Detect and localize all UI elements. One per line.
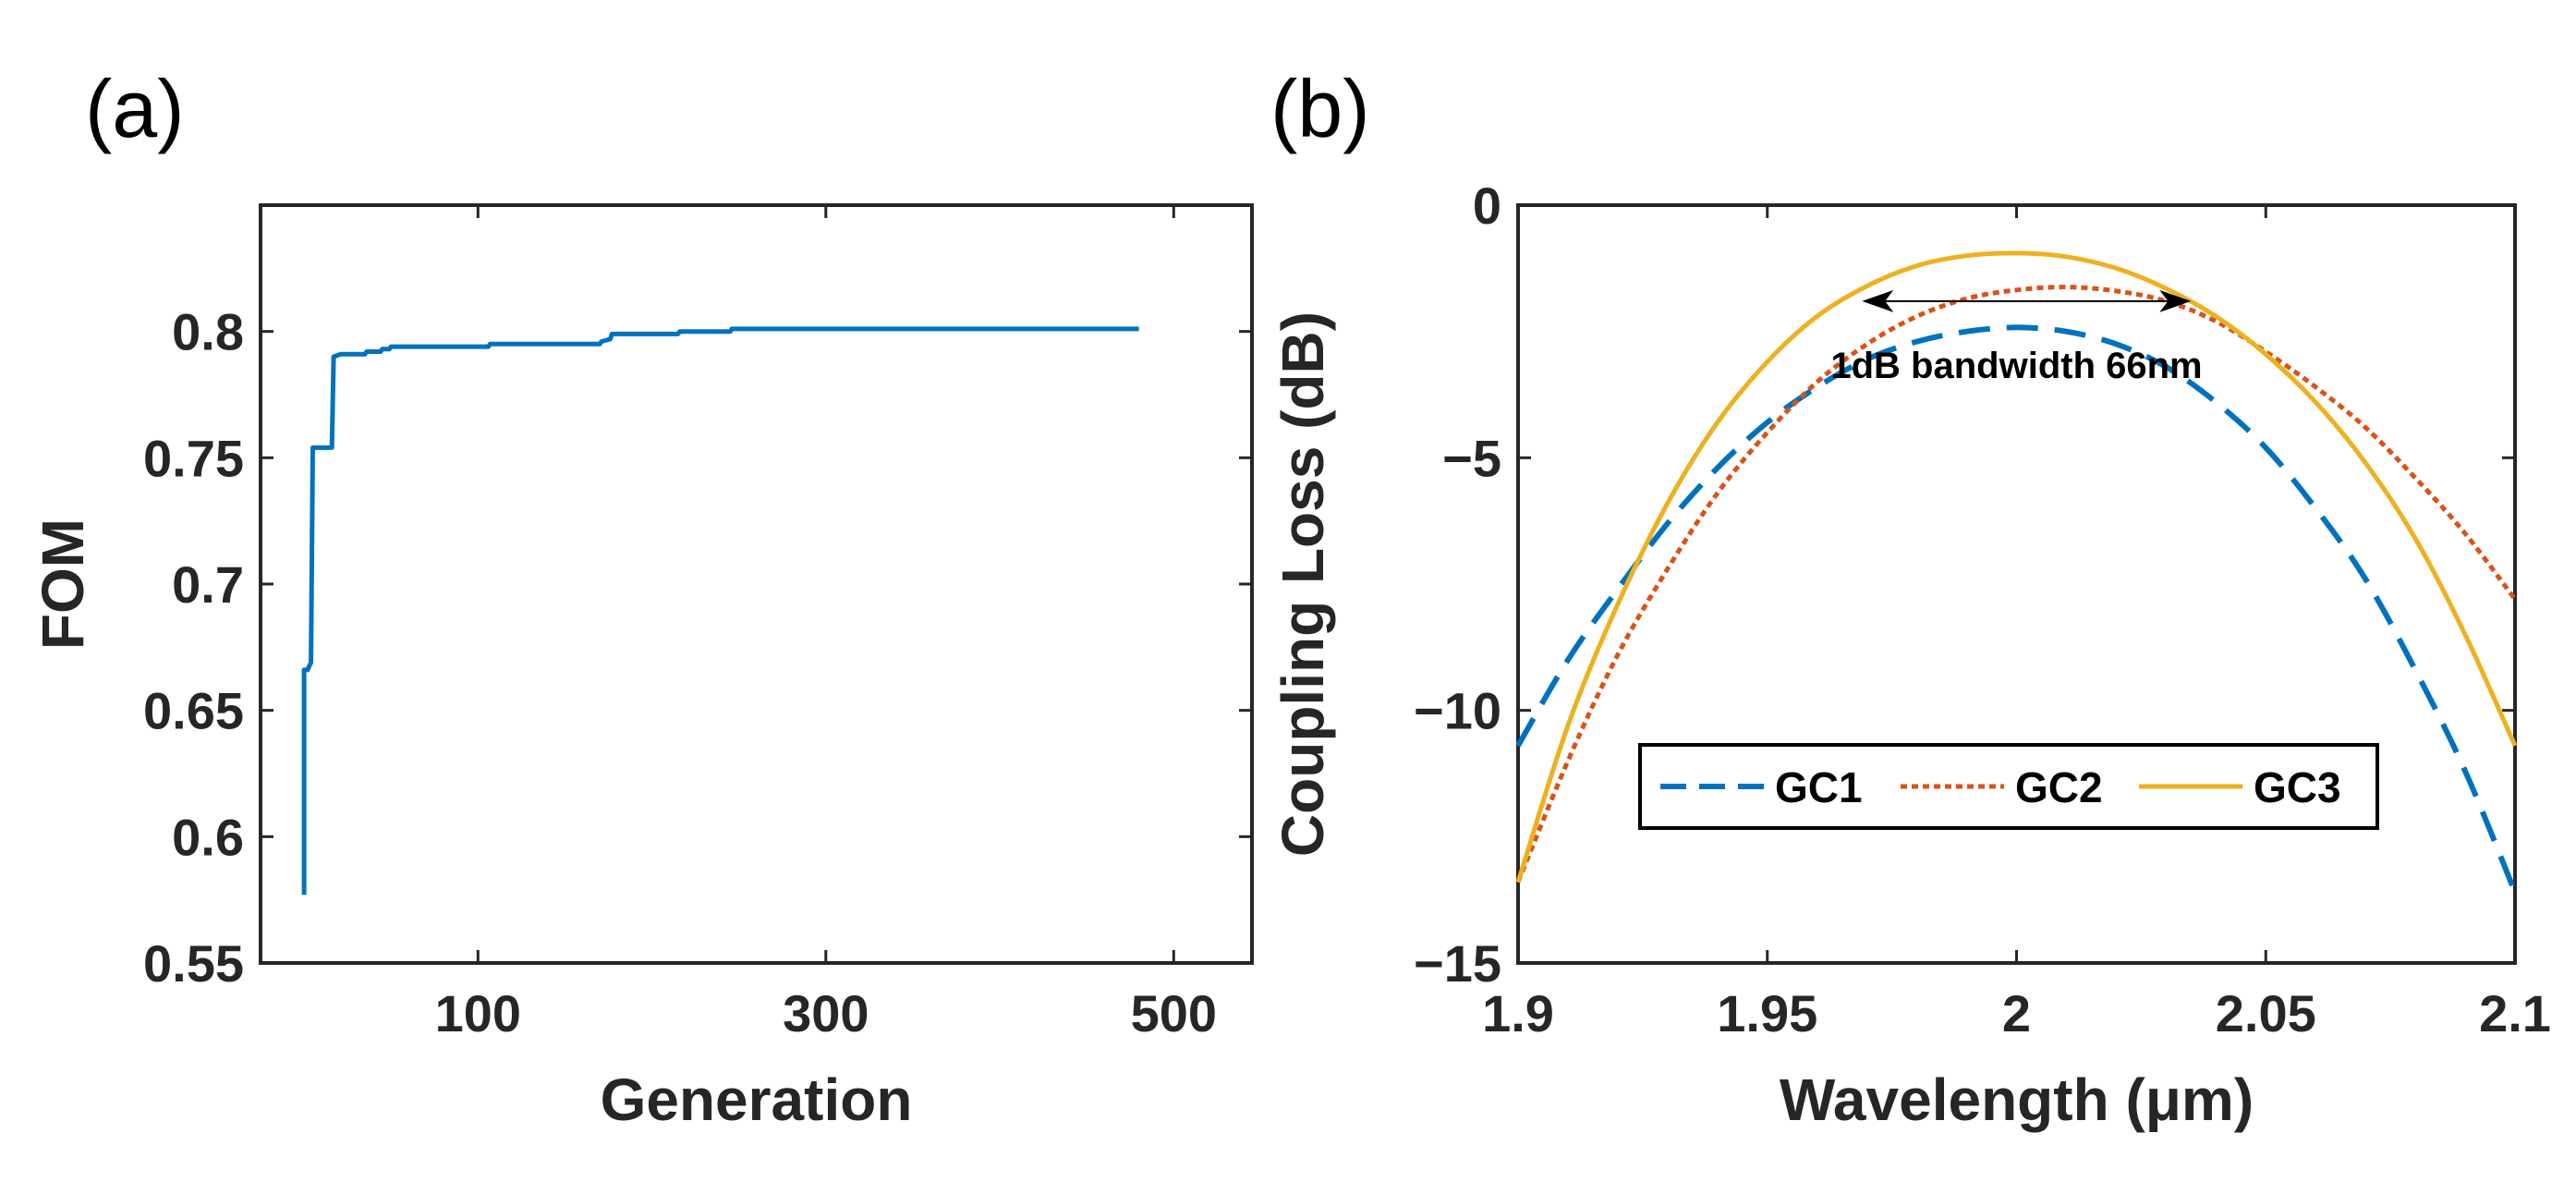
series-line-fom [301,326,1139,896]
y-tick-label: 0.55 [143,934,244,993]
plot-area-a: 100 300 500 0.55 0.6 0.65 0.7 0.75 0.8 [143,203,1254,1042]
x-tick-label: 2 [2002,984,2031,1042]
legend: GC1 GC2 GC3 [1638,743,2379,830]
y-tick-label: 0 [1473,177,1501,235]
y-tick-label: 0.75 [143,429,244,487]
x-tick-label: 1.95 [1717,984,1817,1042]
x-tick-label: 2.05 [2216,984,2316,1042]
y-tick-label: −15 [1414,934,1501,993]
y-tick-label: 0.8 [172,303,244,361]
series-line-gc2 [1515,285,2517,883]
x-tick-label: 500 [1131,984,1217,1042]
y-axis-label-a: FOM [30,518,96,650]
y-tick-label: 0.7 [172,555,244,614]
bandwidth-arrowhead-right [2159,289,2192,312]
legend-label-gc3: GC3 [2254,763,2341,811]
y-tick-label: 0.6 [172,808,244,866]
y-axis-label-b: Coupling Loss (dB) [1270,311,1336,857]
panel-b-coupling-loss: (b) 1.9 1.95 2 2.05 2.1 −15 −10 −5 0 GC1 GC2 GC3 Wa… [1270,63,2551,1133]
x-tick-label: 1.9 [1482,984,1554,1042]
legend-box [1638,743,2379,830]
x-tick-label: 2.1 [2479,984,2551,1042]
panel-label-a: (a) [85,63,185,154]
legend-label-gc1: GC1 [1775,763,1863,811]
x-tick-label: 100 [435,984,521,1042]
series-line-gc3 [1515,250,2518,883]
axes-frame [1516,203,2517,965]
legend-label-gc2: GC2 [2015,763,2103,811]
bandwidth-arrowhead-left [1862,289,1894,312]
series-line-gc1 [1515,324,2518,894]
bandwidth-annotation: 1dB bandwidth 66nm [1830,346,2202,386]
y-tick-label: −10 [1414,682,1501,740]
panel-a-fom-vs-generation: (a) 100 300 500 0.55 0.6 0.65 0.7 0.75 0.8 Gener… [30,63,1254,1133]
axes-frame [259,203,1254,965]
x-axis-label-b: Wavelength (μm) [1780,1066,2254,1133]
x-tick-label: 300 [783,984,869,1042]
y-tick-label: 0.65 [143,682,244,740]
panel-label-b: (b) [1270,63,1370,154]
x-axis-label-a: Generation [601,1066,913,1133]
plot-area-b: 1.9 1.95 2 2.05 2.1 −15 −10 −5 0 GC1 GC2 GC3 [1414,177,2551,1042]
y-tick-label: −5 [1442,429,1501,487]
